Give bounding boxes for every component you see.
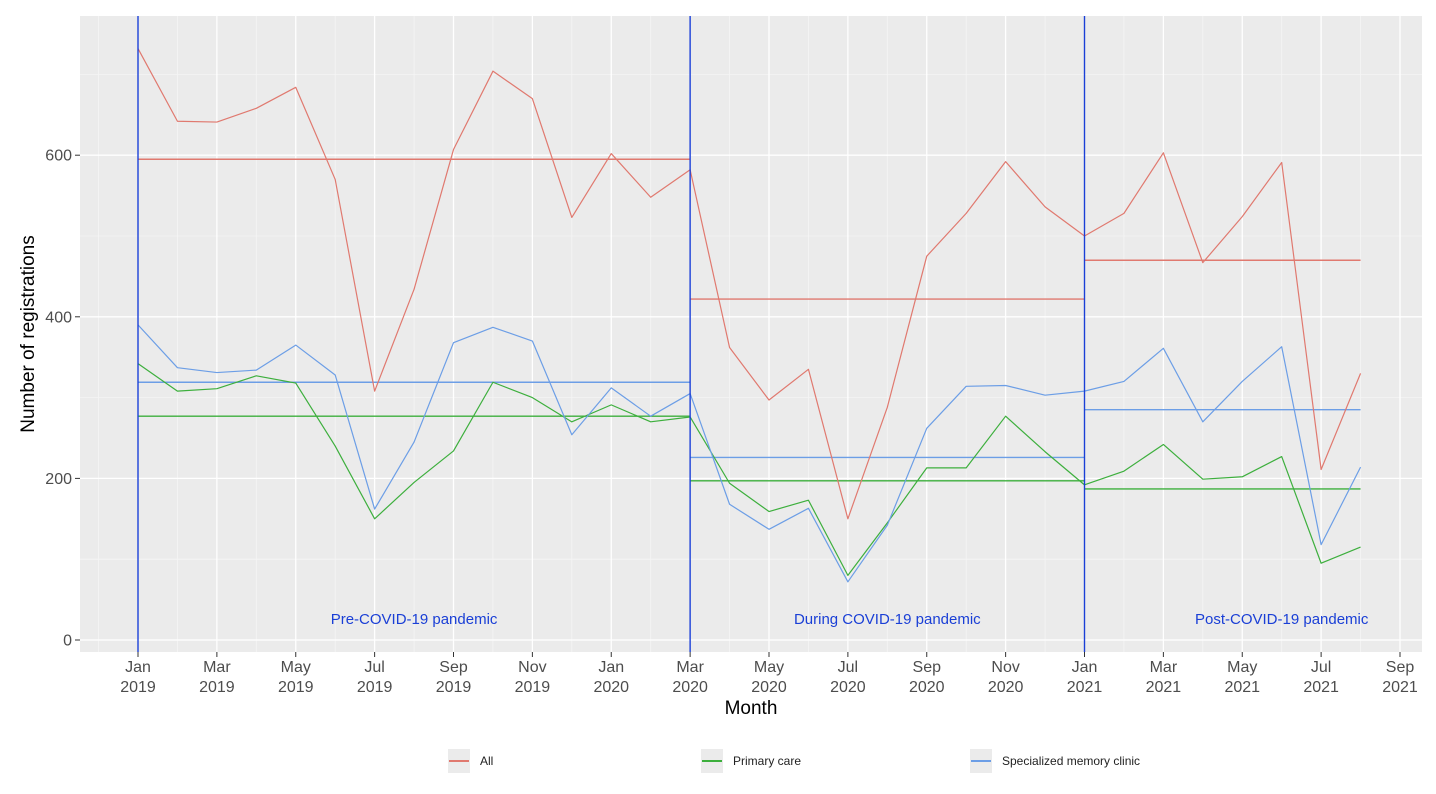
period-divider-lines — [137, 16, 1086, 652]
major-gridlines-y — [80, 154, 1422, 641]
x-axis-title: Month — [725, 698, 778, 719]
x-tick-label-year: 2019 — [357, 679, 393, 696]
x-tick-label-year: 2021 — [1303, 679, 1339, 696]
plot-panel — [80, 16, 1422, 652]
y-tick-label: 200 — [45, 471, 72, 488]
legend-item-specialized-memory-clinic: Specialized memory clinic — [970, 746, 1140, 776]
x-tick-label-month: Jan — [598, 659, 624, 676]
y-axis-ticks: 0 200 400 600 — [45, 148, 80, 650]
x-tick-label-month: Nov — [991, 659, 1019, 676]
x-tick-label-year: 2021 — [1224, 679, 1260, 696]
x-tick-label-month: Nov — [518, 659, 546, 676]
x-tick-label-year: 2019 — [436, 679, 472, 696]
x-tick-label-month: May — [1227, 659, 1257, 676]
x-tick-label-year: 2019 — [278, 679, 314, 696]
x-tick-label-month: Jan — [125, 659, 151, 676]
legend-label-all: All — [480, 754, 494, 768]
period-mean-lines — [138, 158, 1361, 490]
series-line-primary-care — [137, 363, 1361, 576]
legend-item-primary-care: Primary care — [701, 746, 801, 776]
legend: All Primary care Specialized memory clin… — [0, 742, 1436, 782]
legend-item-all: All — [448, 746, 493, 776]
legend-key-all — [448, 749, 470, 773]
x-tick-label-month: Jul — [1311, 659, 1331, 676]
minor-gridlines-y — [80, 74, 1422, 560]
x-tick-label-year: 2019 — [515, 679, 551, 696]
x-tick-label-year: 2020 — [672, 679, 708, 696]
annotation-post-covid-19-pandemic: Post-COVID-19 pandemic — [1195, 611, 1369, 628]
series-lines — [137, 48, 1362, 583]
x-tick-label-month: Jan — [1072, 659, 1098, 676]
x-tick-label-month: Sep — [439, 659, 468, 676]
x-tick-label-month: Sep — [913, 659, 942, 676]
y-axis-title: Number of registrations — [18, 235, 39, 432]
y-tick-label: 600 — [45, 148, 72, 165]
x-tick-label-month: May — [754, 659, 784, 676]
x-tick-label-month: Sep — [1386, 659, 1415, 676]
x-tick-label-month: May — [281, 659, 311, 676]
x-axis-ticks: Jan 2019 Mar 2019 May 2019 Jul 2019 Sep 2019 Nov 20… — [120, 652, 1418, 696]
series-line-all — [137, 48, 1362, 520]
x-tick-label-year: 2021 — [1146, 679, 1182, 696]
minor-gridlines-x — [98, 16, 1361, 652]
y-tick-label: 400 — [45, 309, 72, 326]
period-annotations: Pre-COVID-19 pandemic During COVID-19 pan… — [331, 611, 1369, 628]
annotation-during-covid-19-pandemic: During COVID-19 pandemic — [794, 611, 981, 628]
x-tick-label-year: 2020 — [909, 679, 945, 696]
x-tick-label-year: 2021 — [1067, 679, 1103, 696]
x-tick-label-year: 2020 — [830, 679, 866, 696]
x-tick-label-month: Mar — [676, 659, 704, 676]
x-tick-label-year: 2019 — [120, 679, 156, 696]
legend-label-primary-care: Primary care — [733, 754, 802, 768]
x-tick-label-year: 2020 — [593, 679, 629, 696]
legend-key-primary-care — [701, 749, 723, 773]
legend-label-specialized-memory-clinic: Specialized memory clinic — [1002, 754, 1141, 768]
series-line-specialized-memory-clinic — [137, 324, 1362, 583]
x-tick-label-year: 2020 — [988, 679, 1024, 696]
x-tick-label-month: Mar — [1150, 659, 1178, 676]
x-tick-label-month: Jul — [364, 659, 384, 676]
y-tick-label: 0 — [63, 633, 72, 650]
x-tick-label-year: 2021 — [1382, 679, 1418, 696]
x-tick-label-year: 2020 — [751, 679, 787, 696]
x-tick-label-year: 2019 — [199, 679, 235, 696]
annotation-pre-covid-19-pandemic: Pre-COVID-19 pandemic — [331, 611, 498, 628]
x-tick-label-month: Mar — [203, 659, 231, 676]
legend-key-specialized-memory-clinic — [970, 749, 992, 773]
line-chart: Pre-COVID-19 pandemic During COVID-19 pan… — [18, 16, 1422, 719]
x-tick-label-month: Jul — [838, 659, 858, 676]
